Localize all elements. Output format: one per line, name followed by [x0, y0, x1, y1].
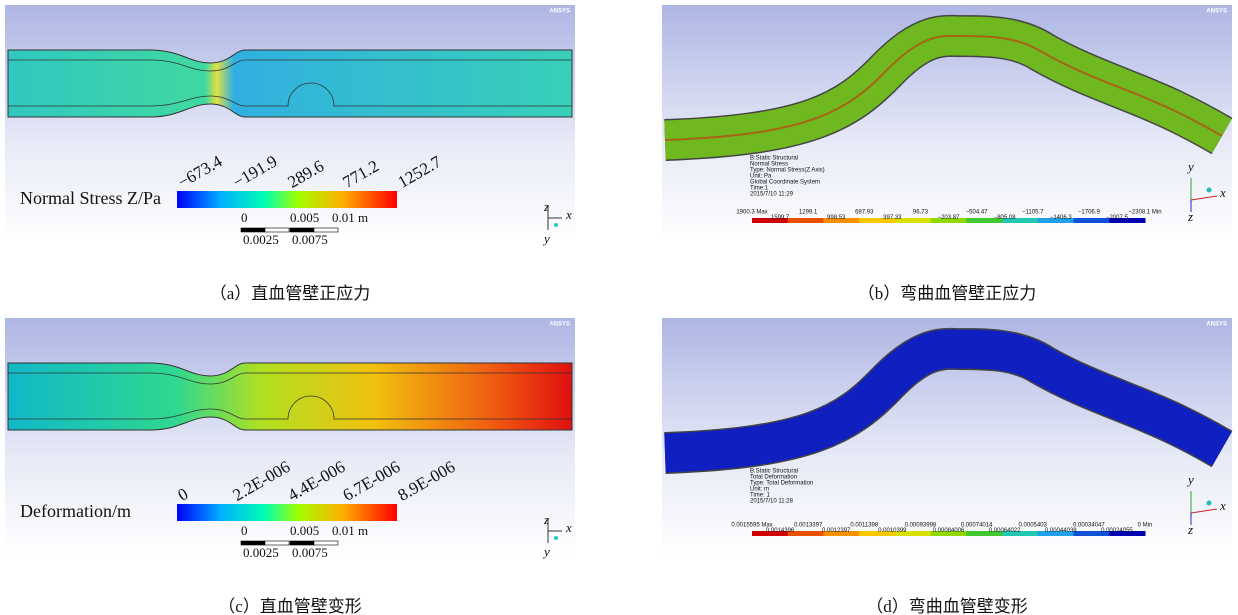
scale-label: 0.005	[290, 210, 319, 225]
caption: （b）弯曲血管壁正应力	[858, 284, 1037, 303]
axis-origin	[1207, 501, 1212, 506]
colorbar-label: −1706.9	[1078, 210, 1101, 216]
colorbar-label: 0.00044038	[1045, 528, 1077, 534]
scale-label: 0.0025	[243, 232, 279, 247]
colorbar-label: 0.00024055	[1101, 528, 1133, 534]
caption: （c）直血管壁变形	[218, 597, 362, 615]
scale-bar	[265, 541, 289, 545]
scale-bar	[290, 228, 314, 232]
colorbar-label: −2308.1 Min	[1128, 210, 1161, 216]
caption: （a）直血管壁正应力	[210, 284, 371, 303]
axis-label: x	[1219, 185, 1226, 200]
axis-label: y	[1186, 472, 1194, 487]
info-line: 2015/7/10 11:29	[750, 192, 794, 198]
colorbar-label: 0.0010399	[878, 528, 907, 534]
colorbar-label: 397.33	[883, 215, 902, 221]
scale-label: 0.0025	[243, 545, 279, 560]
colorbar-label: −805.08	[994, 215, 1017, 221]
scale-label: 0	[241, 523, 248, 538]
scale-bar	[265, 228, 289, 232]
axis-label: x	[565, 207, 572, 222]
scale-bar	[290, 541, 314, 545]
colorbar-label: 0.0014396	[766, 528, 795, 534]
scale-label: 0.005	[290, 523, 319, 538]
colorbar-label: 998.53	[827, 215, 846, 221]
info-line: 2015/7/10 11:28	[750, 499, 794, 505]
colorbar	[177, 191, 397, 208]
axis-label: y	[1186, 159, 1194, 174]
colorbar-label: 0.0012397	[822, 528, 851, 534]
axis-label: y	[542, 544, 550, 559]
ansys-logo: ANSYS	[1206, 322, 1227, 328]
colorbar-label: 0.0011398	[850, 523, 879, 529]
scale-bar	[314, 541, 338, 545]
colorbar-band	[788, 218, 824, 223]
colorbar-label: −504.47	[966, 210, 989, 216]
axis-label: x	[1219, 498, 1226, 513]
figure: ANSYS（a）直血管壁正应力Normal Stress Z/Pa−673.4−…	[0, 0, 1238, 615]
colorbar-label: 0 Min	[1138, 523, 1153, 529]
axis-label: x	[565, 520, 572, 535]
colorbar-label: 0.00084006	[933, 528, 965, 534]
scale-bar	[314, 228, 338, 232]
colorbar-label: 1900.3 Max	[736, 210, 767, 216]
colorbar-label: 1299.1	[799, 210, 818, 216]
axis-origin	[554, 223, 558, 227]
axis-origin	[554, 536, 558, 540]
colorbar-label: −203.87	[938, 215, 961, 221]
axis-label: z	[543, 199, 549, 214]
ansys-logo: ANSYS	[549, 322, 570, 328]
axis-label: z	[543, 512, 549, 527]
axis-label: y	[542, 231, 550, 246]
colorbar-label: 697.93	[855, 210, 874, 216]
ansys-logo: ANSYS	[1206, 9, 1227, 15]
legend-title: Deformation/m	[20, 501, 131, 521]
ansys-logo: ANSYS	[549, 9, 570, 15]
colorbar-label: 0.0005403	[1019, 523, 1048, 529]
caption: （d）弯曲血管壁变形	[866, 597, 1028, 615]
colorbar-band	[1074, 218, 1110, 223]
axis-label: z	[1187, 522, 1193, 537]
legend-title: Normal Stress Z/Pa	[20, 188, 161, 208]
scale-label: 0.0075	[292, 545, 328, 560]
scale-bar	[241, 541, 265, 545]
colorbar-label: 1599.7	[771, 215, 790, 221]
colorbar-label: 0.0013397	[794, 523, 823, 529]
scale-label: 0.01 m	[332, 523, 368, 538]
scale-bar	[241, 228, 265, 232]
colorbar-label: 0.00064022	[989, 528, 1021, 534]
colorbar-label: −1105.7	[1022, 210, 1044, 216]
colorbar-label: −1406.3	[1050, 215, 1073, 221]
scale-label: 0	[241, 210, 248, 225]
axis-origin	[1207, 188, 1212, 193]
colorbar-label: −2007.5	[1106, 215, 1129, 221]
colorbar	[177, 504, 397, 521]
scale-label: 0.0075	[292, 232, 328, 247]
axis-label: z	[1187, 209, 1193, 224]
scale-label: 0.01 m	[332, 210, 368, 225]
colorbar-label: 96.73	[913, 210, 929, 216]
